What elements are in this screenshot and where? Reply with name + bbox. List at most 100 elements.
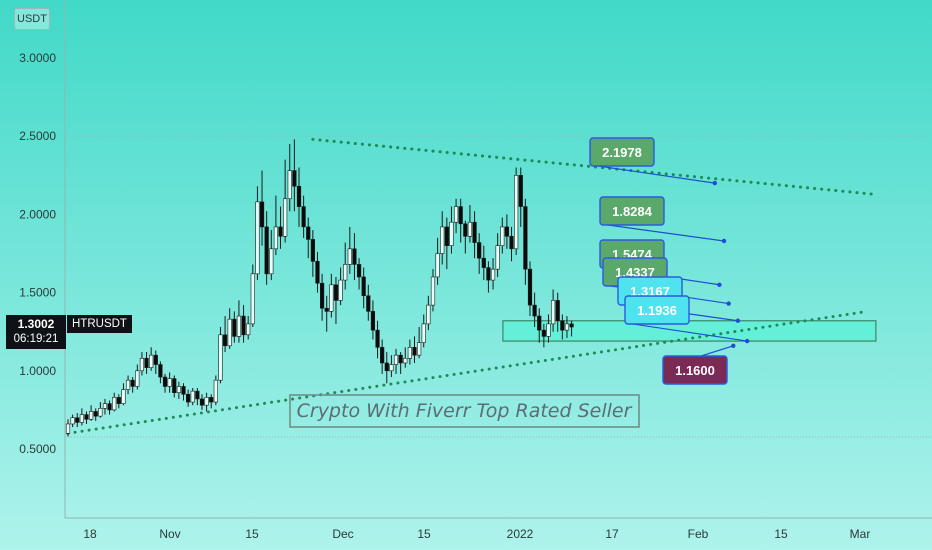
- y-tick-label: 0.5000: [19, 442, 56, 456]
- x-tick-label: 15: [245, 527, 259, 541]
- candle-body: [149, 354, 154, 368]
- y-tick-label: 1.5000: [19, 286, 56, 300]
- candle-body: [560, 320, 565, 331]
- candle-body: [84, 414, 89, 420]
- callout-anchor: [731, 343, 736, 348]
- candle-body: [130, 379, 135, 387]
- candle-body: [514, 175, 519, 250]
- callout-anchor: [717, 282, 722, 287]
- support-zone: [502, 320, 877, 342]
- candle-body: [389, 364, 394, 372]
- callout-pointer: [607, 224, 725, 242]
- candle-body: [504, 226, 510, 237]
- candle-body: [190, 390, 195, 403]
- candle-body: [98, 408, 103, 417]
- candle-body: [204, 397, 209, 406]
- countdown: 06:19:21: [13, 332, 59, 345]
- candle-body: [139, 357, 145, 372]
- candle-body: [116, 397, 121, 404]
- callout-label: 1.3167: [630, 284, 670, 299]
- candle-body: [278, 226, 283, 237]
- candle-body: [250, 273, 255, 325]
- watermark-text: Crypto With Fiverr Top Rated Seller: [297, 400, 633, 422]
- candle-body: [421, 323, 426, 343]
- candle-body: [70, 417, 75, 425]
- x-tick-label: 17: [605, 527, 619, 541]
- candle-body: [218, 334, 223, 381]
- candle-body: [283, 198, 288, 237]
- callout-label: 1.8284: [612, 204, 653, 219]
- candle-body: [523, 206, 528, 270]
- candle-body: [407, 347, 412, 359]
- candle-body: [370, 311, 376, 331]
- candle-body: [458, 206, 463, 225]
- candle-body: [209, 397, 214, 403]
- candle-body: [227, 318, 232, 347]
- x-tick-label: 15: [774, 527, 788, 541]
- callout-box: [624, 295, 690, 325]
- candle-body: [153, 354, 158, 365]
- y-tick-label: 2.5000: [19, 129, 56, 143]
- candle-body: [430, 276, 436, 306]
- candle-body: [486, 267, 491, 281]
- candle-body: [527, 268, 533, 306]
- candle-body: [449, 221, 454, 246]
- candle-body: [347, 248, 352, 265]
- candle-body: [186, 393, 191, 403]
- candle-body: [541, 329, 546, 337]
- candle-body: [241, 315, 246, 336]
- candle-body: [246, 323, 251, 336]
- candle-body: [356, 264, 362, 278]
- candle-body: [472, 221, 477, 243]
- candle-body: [500, 226, 505, 246]
- candle-body: [107, 403, 112, 411]
- candle-body: [412, 347, 417, 356]
- candle-body: [102, 403, 108, 409]
- candle-body: [79, 414, 84, 423]
- candle-body: [273, 226, 279, 250]
- callout-anchor: [744, 338, 750, 344]
- candle-body: [490, 268, 496, 281]
- candle-body: [301, 206, 306, 228]
- candle-body: [380, 347, 385, 364]
- candle-body: [144, 357, 149, 368]
- candle-body: [384, 362, 389, 372]
- candle-body: [255, 201, 260, 275]
- candle-body: [417, 342, 422, 356]
- candle-body: [398, 354, 403, 364]
- candle-body: [121, 389, 126, 404]
- candle-body: [518, 175, 523, 207]
- candle-body: [292, 170, 297, 187]
- candle-body: [195, 390, 200, 400]
- candle-body: [440, 226, 445, 254]
- x-tick-label: Mar: [850, 527, 871, 541]
- candle-body: [463, 223, 468, 237]
- candle-body: [495, 245, 500, 270]
- candle-body: [264, 226, 269, 275]
- y-tick-label: 3.0000: [19, 51, 56, 65]
- callout-label: 1.1936: [637, 303, 677, 318]
- candle-body: [338, 279, 343, 301]
- trendline: [311, 137, 874, 196]
- candle-body: [162, 376, 168, 387]
- watermark-box: [289, 394, 640, 428]
- candle-body: [375, 329, 380, 348]
- candle-body: [352, 248, 357, 265]
- candle-body: [296, 185, 302, 207]
- callout-box: [589, 137, 655, 167]
- candle-body: [435, 253, 440, 278]
- candle-body: [213, 379, 218, 403]
- callout-label: 2.1978: [602, 145, 642, 160]
- x-tick-label: 2022: [507, 527, 534, 541]
- candle-body: [555, 300, 560, 322]
- candle-body: [329, 284, 334, 312]
- candle-body: [125, 379, 131, 390]
- candle-body: [569, 323, 574, 328]
- callout-pointer: [597, 165, 715, 184]
- x-tick-label: 18: [83, 527, 97, 541]
- candle-body: [393, 354, 399, 365]
- candle-body: [546, 323, 551, 337]
- callout-anchor: [735, 318, 741, 323]
- candle-body: [287, 170, 292, 200]
